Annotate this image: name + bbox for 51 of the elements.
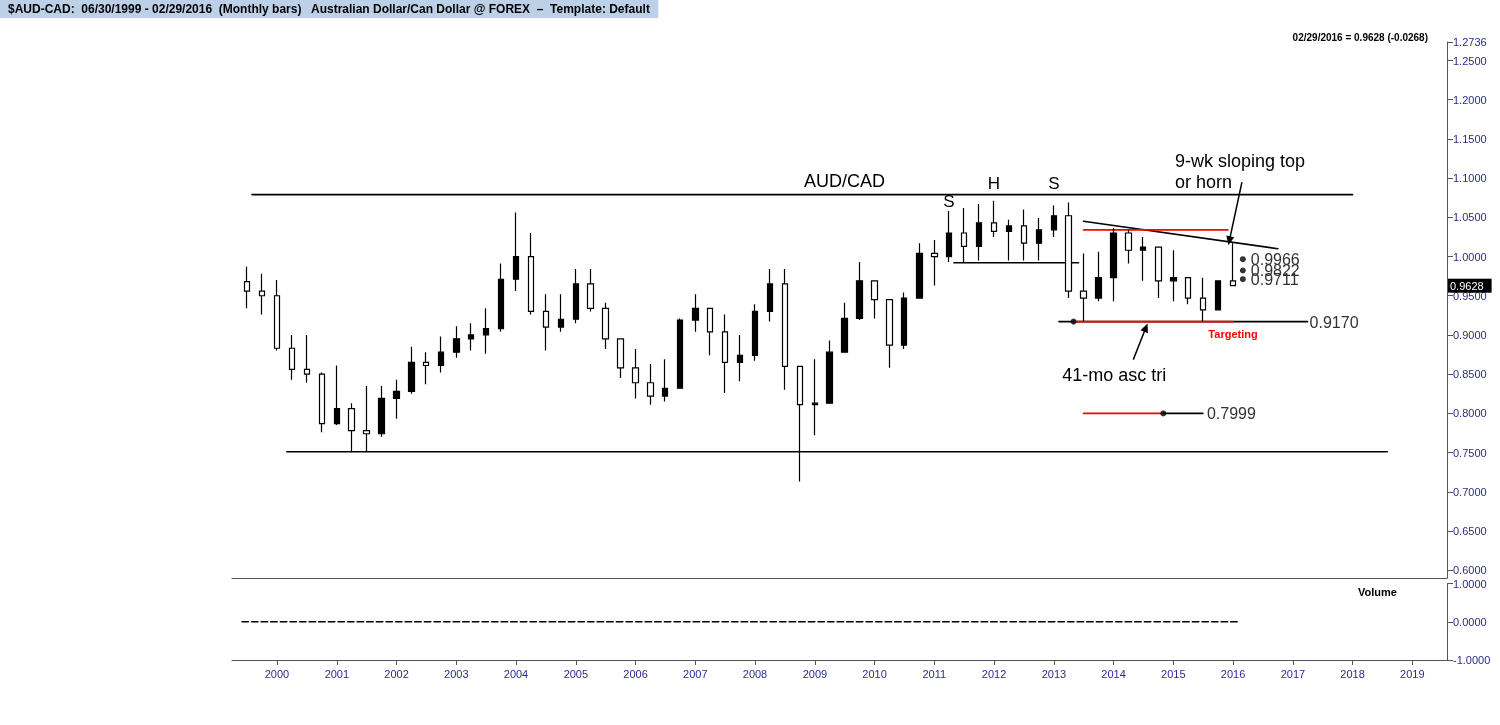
- annotation: S: [1048, 173, 1060, 193]
- y-tick-label: 1.1000: [1453, 172, 1487, 185]
- x-tick-label: 2002: [384, 667, 409, 680]
- x-tick-label: 2000: [264, 667, 290, 680]
- y-tick-label: 0.7500: [1453, 446, 1487, 459]
- x-tick-label: 2012: [981, 667, 1007, 680]
- annotation: 02/29/2016 = 0.9628 (-0.0268): [1292, 32, 1428, 43]
- y-tick-label: 1.0500: [1453, 211, 1487, 224]
- x-tick-label: 2001: [324, 667, 350, 680]
- y-tick-label: 0.0000: [1453, 615, 1487, 628]
- x-tick-label: 2014: [1101, 667, 1126, 680]
- x-tick-label: 2017: [1280, 667, 1306, 680]
- x-tick-label: 2015: [1161, 667, 1186, 680]
- x-tick-label: 2011: [922, 667, 947, 680]
- y-axis-title: Volume: [1358, 586, 1397, 598]
- y-tick-label: 1.2000: [1453, 93, 1487, 106]
- y-tick-label: 1.2500: [1453, 54, 1487, 67]
- annotation: 0.9170: [1309, 313, 1359, 331]
- annotation: 0.7999: [1206, 405, 1256, 423]
- y-tick-label: 1.2736: [1453, 36, 1487, 48]
- y-tick-label: 1.0000: [1453, 577, 1487, 590]
- text: 0.9628: [1450, 279, 1484, 292]
- y-tick-label: 1.0000: [1453, 250, 1487, 263]
- x-tick-label: 2018: [1340, 667, 1365, 680]
- annotation: 41-mo asc tri: [1062, 364, 1167, 385]
- x-tick-label: 2006: [623, 667, 648, 680]
- x-tick-label: 2008: [742, 667, 768, 680]
- x-tick-label: 2007: [683, 667, 708, 680]
- x-tick-label: 2019: [1400, 667, 1425, 680]
- y-tick-label: 0.6500: [1453, 524, 1487, 537]
- annotation: 9-wk sloping top or horn: [1174, 151, 1306, 192]
- x-tick-label: 2013: [1041, 667, 1067, 680]
- y-tick-label: 0.8000: [1453, 407, 1487, 420]
- x-tick-label: 2004: [503, 667, 529, 680]
- y-tick-label: 0.8500: [1453, 368, 1487, 381]
- chart-title: $AUD-CAD: 06/30/1999 - 02/29/2016 (Monthly bars) Australian Dollar/Can Dollar @ FOREX – Template: Default: [8, 2, 650, 16]
- y-tick-label: 0.6000: [1453, 564, 1487, 577]
- x-tick-label: 2005: [563, 667, 589, 680]
- annotation: AUD/CAD: [803, 170, 885, 191]
- x-tick-label: 2010: [862, 667, 887, 680]
- annotation: S: [943, 192, 955, 212]
- x-tick-label: 2009: [802, 667, 828, 680]
- y-tick-label: 0.7000: [1453, 485, 1487, 498]
- x-tick-label: 2016: [1220, 667, 1246, 680]
- y-tick-label: 0.9500: [1453, 289, 1487, 302]
- x-tick-label: 2003: [444, 667, 469, 680]
- annotation: H: [987, 173, 1001, 193]
- y-tick-label: 0.9000: [1453, 328, 1487, 341]
- y-tick-label: -1.0000: [1453, 654, 1491, 666]
- annotation: Targeting: [1208, 327, 1258, 340]
- y-tick-label: 1.1500: [1453, 132, 1487, 145]
